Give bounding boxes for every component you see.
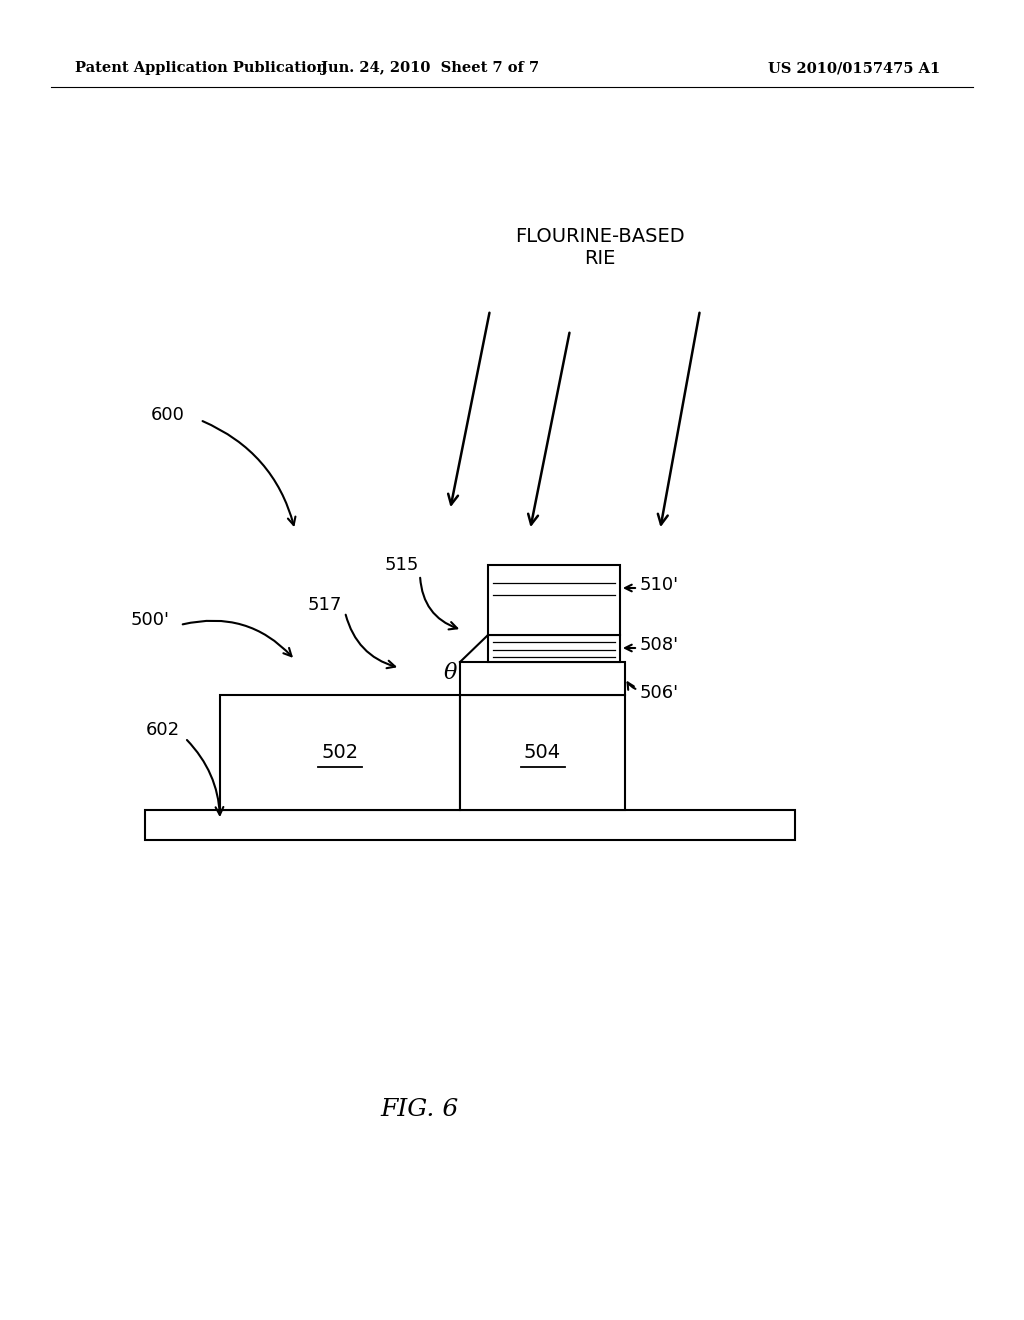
Text: 500': 500' (131, 611, 170, 630)
Text: 510': 510' (640, 576, 679, 594)
Text: 517: 517 (308, 597, 342, 614)
Text: 508': 508' (640, 636, 679, 653)
Bar (460, 663, 625, 696)
Bar (460, 696, 625, 810)
Bar (488, 635, 620, 663)
Text: Patent Application Publication: Patent Application Publication (75, 61, 327, 75)
Bar (220, 696, 460, 810)
Text: FIG. 6: FIG. 6 (381, 1098, 459, 1122)
Bar (145, 810, 795, 840)
Text: 602: 602 (145, 721, 180, 739)
Text: FLOURINE-BASED
RIE: FLOURINE-BASED RIE (515, 227, 685, 268)
Text: 600: 600 (152, 407, 185, 424)
Bar (488, 565, 620, 635)
Text: θ: θ (443, 663, 457, 684)
Text: US 2010/0157475 A1: US 2010/0157475 A1 (768, 61, 940, 75)
Text: Jun. 24, 2010  Sheet 7 of 7: Jun. 24, 2010 Sheet 7 of 7 (321, 61, 539, 75)
Text: 502: 502 (322, 743, 358, 762)
Text: 515: 515 (385, 556, 420, 574)
Text: 504: 504 (524, 743, 561, 762)
Text: 506': 506' (640, 684, 679, 702)
